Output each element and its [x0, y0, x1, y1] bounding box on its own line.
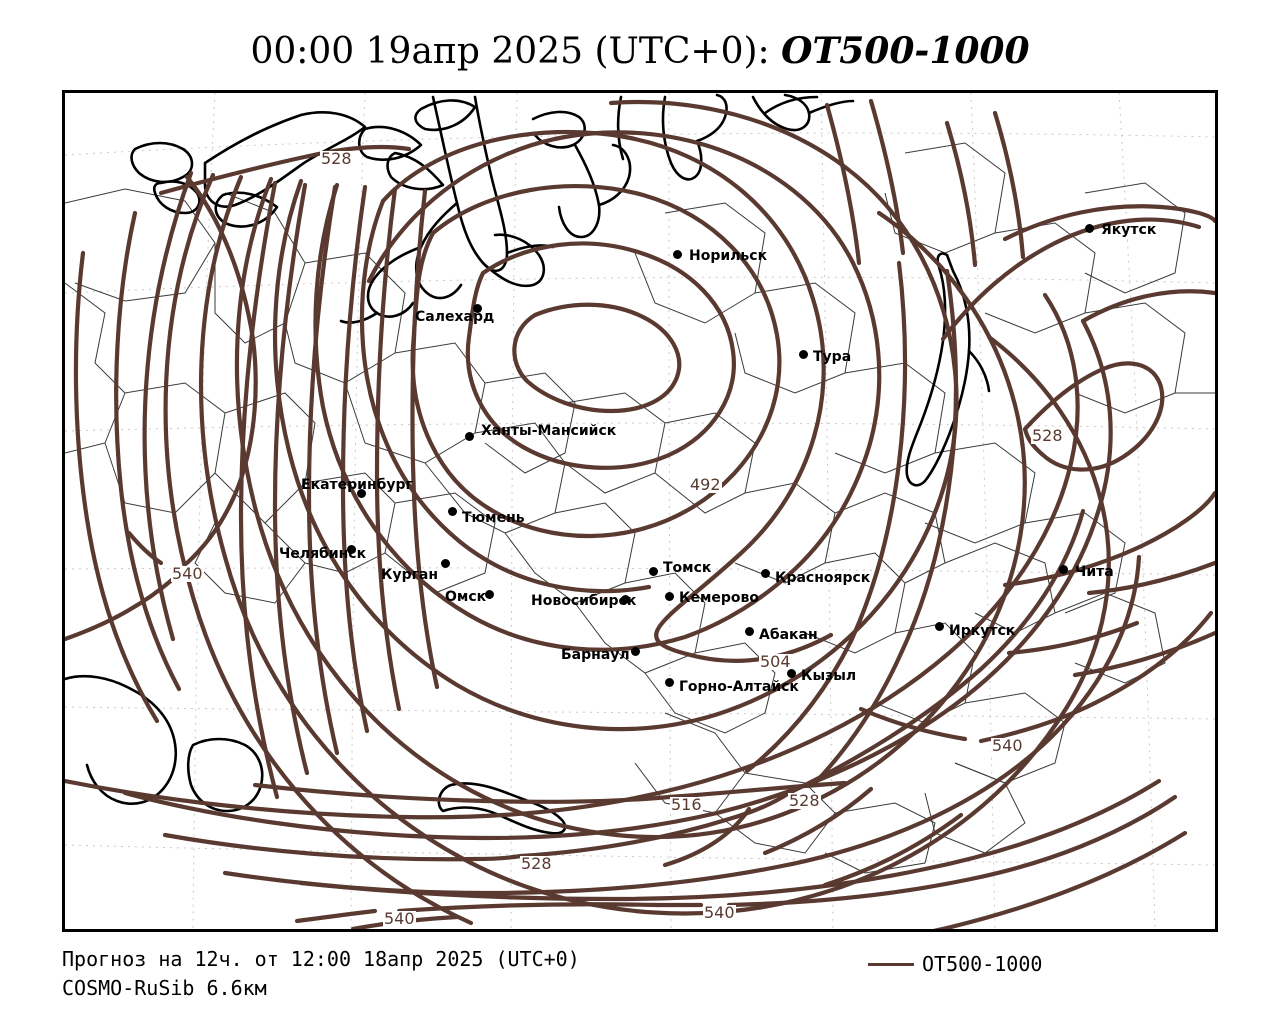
- contour-value-label: 540: [991, 736, 1024, 755]
- legend-label: ОТ500-1000: [922, 952, 1043, 976]
- city-label: Новосибирск: [531, 593, 637, 609]
- city-marker: [1085, 224, 1094, 233]
- city-marker: [745, 627, 754, 636]
- contour-508: [313, 130, 882, 652]
- footer: Прогноз на 12ч. от 12:00 18апр 2025 (UTC…: [62, 945, 1218, 1003]
- contour-value-label: 540: [383, 909, 416, 928]
- city-label: Красноярск: [775, 570, 871, 586]
- city-marker: [621, 595, 630, 604]
- city-label: Горно-Алтайск: [679, 679, 799, 695]
- forecast-info: Прогноз на 12ч. от 12:00 18апр 2025 (UTC…: [62, 947, 580, 971]
- city-marker: [347, 545, 356, 554]
- contour-512: [272, 99, 959, 732]
- contour-value-label: 540: [171, 564, 204, 583]
- city-marker: [665, 592, 674, 601]
- title-datetime: 00:00 19апр 2025 (UTC+0):: [250, 31, 782, 72]
- city-marker: [473, 304, 482, 313]
- city-marker: [799, 350, 808, 359]
- contour-value-label: 504: [759, 652, 792, 671]
- contour-540: [126, 530, 164, 566]
- city-label: Томск: [663, 560, 712, 576]
- contour-536: [73, 250, 160, 724]
- contour-value-label: 528: [788, 791, 821, 810]
- contour-value-label: 492: [689, 475, 722, 494]
- city-marker: [649, 567, 658, 576]
- city-label: Курган: [381, 567, 439, 583]
- city-marker: [1059, 565, 1068, 574]
- city-label: Екатеринбург: [301, 477, 413, 493]
- contour-value-label: 516: [670, 795, 703, 814]
- graticule: [65, 93, 1215, 929]
- city-label: Тюмень: [462, 510, 525, 526]
- city-marker: [357, 489, 366, 498]
- city-label: Абакан: [759, 627, 818, 643]
- city-label: Иркутск: [949, 623, 1016, 639]
- city-marker: [465, 432, 474, 441]
- admin-borders: [65, 142, 1215, 874]
- page-title: 00:00 19апр 2025 (UTC+0): ОТ500-1000: [0, 30, 1280, 72]
- city-label: Кемерово: [679, 590, 759, 606]
- contour-532: [114, 210, 182, 692]
- contour-value-label: 528: [320, 149, 353, 168]
- contour-504: [380, 129, 834, 663]
- map-canvas[interactable]: [65, 93, 1215, 929]
- city-label: Омск: [445, 589, 487, 605]
- contour-492: [512, 302, 682, 414]
- city-label: Якутск: [1101, 222, 1157, 238]
- city-marker: [485, 590, 494, 599]
- contour-528: [158, 144, 412, 196]
- contour-value-label: 528: [1031, 426, 1064, 445]
- contour-524: [163, 172, 474, 926]
- city-marker: [761, 569, 770, 578]
- city-marker: [673, 250, 682, 259]
- contour-value-label: 528: [520, 854, 553, 873]
- line-swatch-icon: [868, 962, 914, 966]
- model-info: COSMO-RuSib 6.6км: [62, 976, 267, 1000]
- city-label: Челябинск: [279, 546, 367, 562]
- city-label: Норильск: [689, 248, 768, 264]
- map-frame[interactable]: 528 492 528 540 504 540 516 528 528 540 540 Якутск…: [62, 90, 1218, 932]
- city-marker: [441, 559, 450, 568]
- city-label: Тура: [813, 349, 852, 365]
- city-marker: [631, 647, 640, 656]
- contour-value-label: 540: [703, 903, 736, 922]
- title-variable: ОТ500-1000: [781, 30, 1030, 72]
- city-marker: [787, 669, 796, 678]
- city-label: Ханты-Мансийск: [481, 423, 617, 439]
- city-label: Салехард: [415, 309, 495, 325]
- city-label: Кызыл: [801, 668, 857, 684]
- city-label: Барнаул: [561, 647, 630, 663]
- city-marker: [448, 507, 457, 516]
- city-label: Чита: [1075, 564, 1114, 580]
- contour-496: [465, 241, 736, 470]
- legend: ОТ500-1000: [868, 952, 1042, 976]
- city-marker: [935, 622, 944, 631]
- city-marker: [665, 678, 674, 687]
- contour-lines: [65, 98, 1215, 929]
